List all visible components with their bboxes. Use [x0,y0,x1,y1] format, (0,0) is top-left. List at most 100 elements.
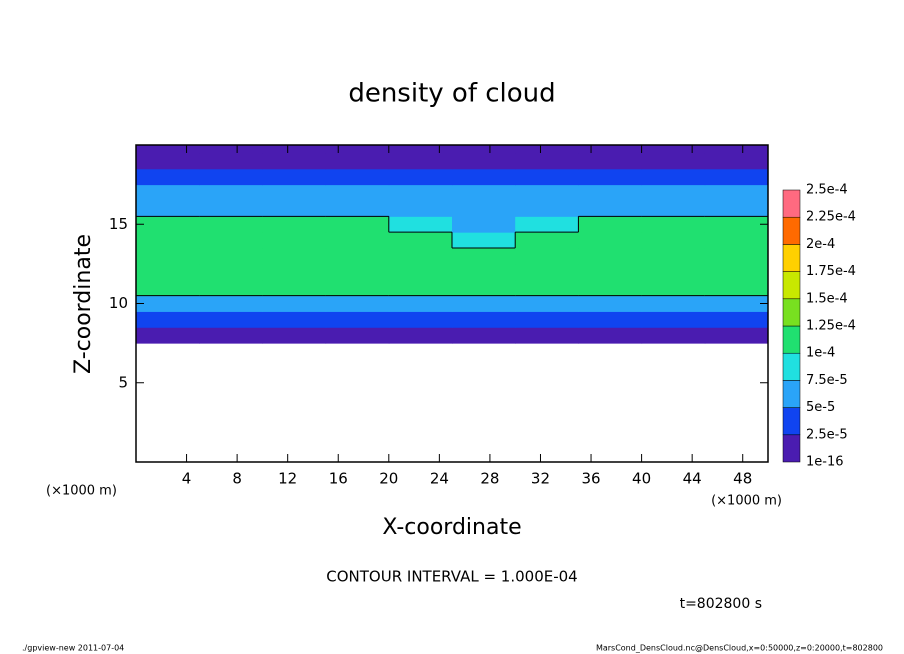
heat-cell [578,248,643,265]
heat-cell [136,311,200,328]
heat-cell [704,216,769,233]
heat-cell [325,327,390,344]
heat-cell [704,263,769,281]
colorbar-band [782,244,801,272]
heat-cell [262,295,327,312]
heat-cell [262,168,327,186]
x-tick-label: 4 [182,470,192,488]
heat-cell [262,232,327,249]
heat-cell [515,311,579,328]
colorbar-label: 1.25e-4 [806,319,856,334]
heat-cell [704,248,769,265]
colorbar-label: 2.25e-4 [806,210,856,225]
heat-cell [136,145,200,154]
x-tick-label: 44 [683,470,702,488]
x-tick-label: 40 [632,470,651,488]
heat-cell [199,248,263,265]
colorbar-label: 2.5e-4 [806,183,848,198]
heat-cell [578,232,643,249]
heat-cell [325,168,390,186]
heat-cell [325,200,390,217]
heat-cell [641,311,706,328]
heat-cell [262,263,327,281]
heat-cell [452,248,516,265]
colorbar-band [782,380,801,408]
heat-cell [704,168,769,186]
heat-cell [136,200,200,217]
x-tick-label: 20 [379,470,398,488]
heat-cell [388,248,453,265]
colorbar-band [782,352,801,381]
heat-cell [325,295,390,312]
heat-cell [325,263,390,281]
colorbar-band [782,271,801,300]
colorbar-band [782,325,801,354]
heat-cell [388,145,453,154]
heat-cell [578,216,643,233]
heat-cell [578,295,643,312]
heat-cell [704,145,769,154]
heat-cell [452,184,516,201]
heat-cell [452,232,516,249]
heat-cell [388,152,453,170]
heat-cell [262,200,327,217]
heat-cell [578,184,643,201]
colorbar-label: 2e-4 [806,237,835,252]
heat-cell [452,216,516,233]
y-tick-label: 15 [109,215,128,233]
footer-left: ./gpview-new 2011-07-04 [22,644,124,653]
heat-cell [641,152,706,170]
heat-cell [578,311,643,328]
colorbar-label: 5e-5 [806,400,835,415]
heat-cell [199,145,263,154]
heat-cell [515,327,579,344]
heat-cell [388,184,453,201]
x-tick-label: 28 [480,470,499,488]
heat-cell [388,216,453,233]
colorbar-label: 1e-4 [806,346,835,361]
heat-cell [452,279,516,297]
heat-cell [262,145,327,154]
heat-cell [515,232,579,249]
heat-cell [136,216,200,233]
heat-cell [641,295,706,312]
heat-cell [262,311,327,328]
heat-cell [641,145,706,154]
heat-cell [199,152,263,170]
heat-cell [262,248,327,265]
heat-cell [388,295,453,312]
heat-cell [199,184,263,201]
heat-cell [325,152,390,170]
heat-cell [136,248,200,265]
heat-cell [199,232,263,249]
heat-cell [641,248,706,265]
heat-cell [199,263,263,281]
heat-cell [199,327,263,344]
heat-cell [199,168,263,186]
heat-cell [578,263,643,281]
heat-cell [515,145,579,154]
heat-cell [704,232,769,249]
heat-cell [136,327,200,344]
heat-cell [325,311,390,328]
heat-cell [578,279,643,297]
heat-cell [262,327,327,344]
heat-cell [325,279,390,297]
heat-cell [641,279,706,297]
x-tick-label: 16 [329,470,348,488]
heat-cell [641,216,706,233]
colorbar-band [782,407,801,436]
colorbar-band [782,216,801,245]
heat-cell [388,263,453,281]
contour-note: CONTOUR INTERVAL = 1.000E-04 [326,568,577,586]
heat-cell [452,168,516,186]
heat-cell [515,152,579,170]
heat-cell [388,327,453,344]
heat-cell [578,327,643,344]
x-tick-label: 36 [581,470,600,488]
heat-cell [262,216,327,233]
heat-cell [136,152,200,170]
heat-cell [641,263,706,281]
heat-cell [578,200,643,217]
